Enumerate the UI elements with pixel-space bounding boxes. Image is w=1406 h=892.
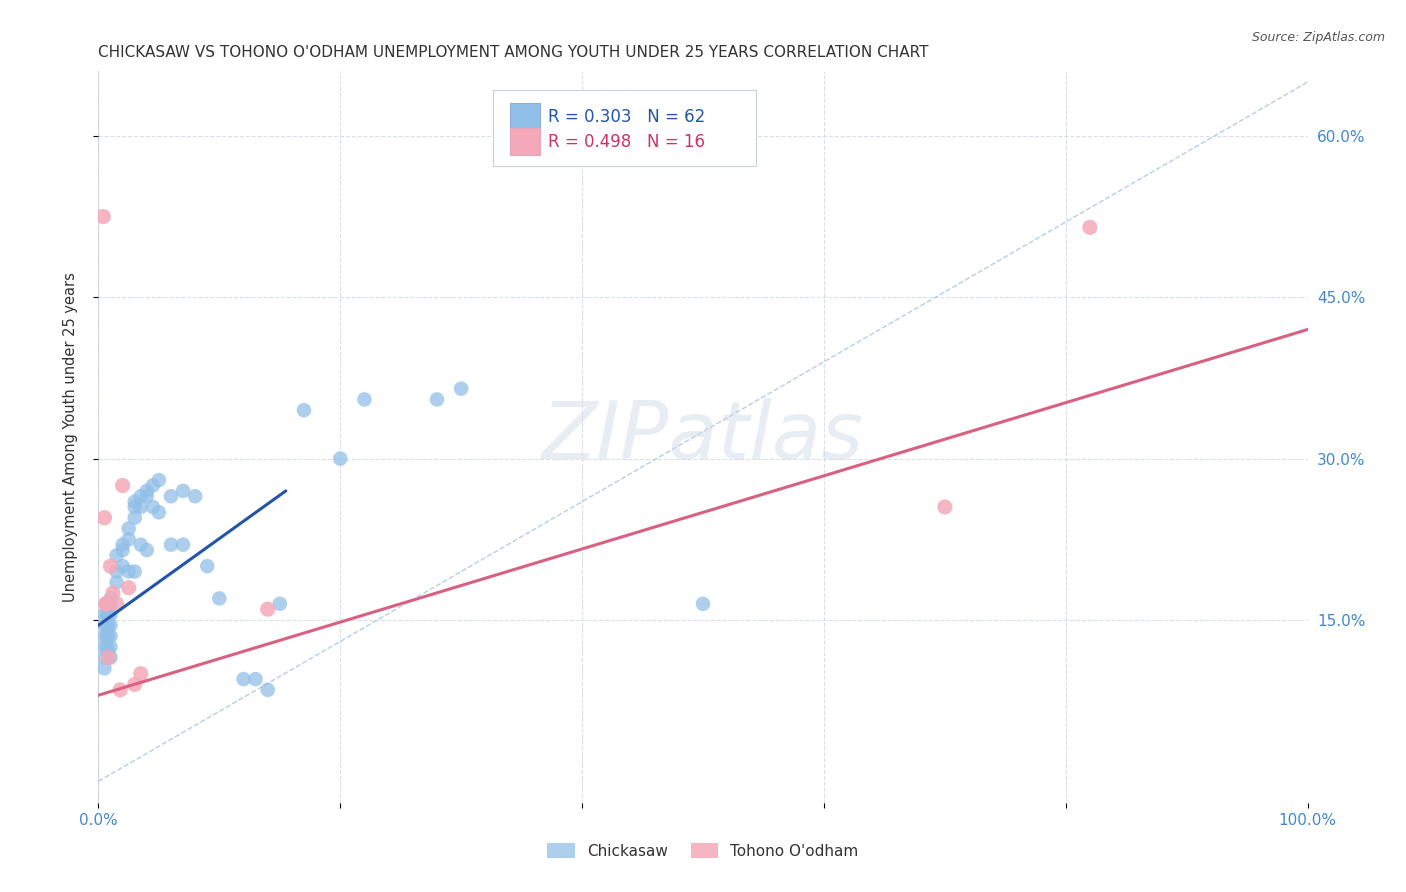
Point <box>93 629 115 643</box>
Legend: Chickasaw, Tohono O'odham: Chickasaw, Tohono O'odham <box>541 837 865 864</box>
Point <box>105 597 128 611</box>
Point <box>100 591 122 606</box>
Point <box>96 629 118 643</box>
Point <box>118 565 141 579</box>
Point <box>100 640 122 654</box>
Point <box>105 575 128 590</box>
Point <box>105 549 128 563</box>
Text: Source: ZipAtlas.com: Source: ZipAtlas.com <box>1251 31 1385 45</box>
Point <box>93 510 115 524</box>
Text: R = 0.498   N = 16: R = 0.498 N = 16 <box>548 133 706 151</box>
Point <box>97 607 120 622</box>
Point <box>124 500 146 514</box>
Point <box>692 597 714 611</box>
Point <box>97 650 120 665</box>
Point <box>118 533 141 547</box>
Point <box>118 581 141 595</box>
Point <box>269 597 291 611</box>
Point <box>111 478 134 492</box>
Point <box>100 618 122 632</box>
Point <box>232 672 254 686</box>
Text: R = 0.303   N = 62: R = 0.303 N = 62 <box>548 108 706 126</box>
Point <box>93 607 115 622</box>
Point <box>329 451 352 466</box>
Point <box>111 543 134 558</box>
Point <box>101 586 124 600</box>
Point <box>129 489 152 503</box>
Point <box>195 559 218 574</box>
Point <box>292 403 315 417</box>
Point <box>124 565 146 579</box>
Point <box>93 618 115 632</box>
Point <box>96 597 118 611</box>
Point <box>129 666 152 681</box>
Point <box>142 500 165 514</box>
Point <box>97 645 120 659</box>
Y-axis label: Unemployment Among Youth under 25 years: Unemployment Among Youth under 25 years <box>63 272 77 602</box>
Point <box>108 682 131 697</box>
Bar <box>509 128 540 155</box>
Point <box>172 538 194 552</box>
Point <box>96 618 118 632</box>
Point <box>97 602 120 616</box>
Point <box>100 629 122 643</box>
Point <box>100 650 122 665</box>
Point <box>184 489 207 503</box>
Point <box>111 538 134 552</box>
Point <box>124 677 146 691</box>
Point <box>96 640 118 654</box>
Point <box>129 538 152 552</box>
Point <box>135 543 157 558</box>
Point <box>245 672 267 686</box>
Point <box>172 483 194 498</box>
Point <box>96 607 118 622</box>
Point <box>100 607 122 622</box>
Point <box>97 618 120 632</box>
Point <box>426 392 449 407</box>
Point <box>93 640 115 654</box>
Point <box>124 510 146 524</box>
Point <box>256 602 278 616</box>
Point <box>142 478 165 492</box>
Point <box>93 661 115 675</box>
Point <box>256 682 278 697</box>
Point <box>100 559 122 574</box>
Point <box>208 591 231 606</box>
FancyBboxPatch shape <box>492 90 756 166</box>
Point <box>118 521 141 535</box>
Point <box>160 489 183 503</box>
Point <box>94 597 117 611</box>
Point <box>91 210 114 224</box>
Point <box>97 629 120 643</box>
Point <box>1078 220 1101 235</box>
Point <box>148 505 170 519</box>
Point <box>93 650 115 665</box>
Point <box>111 559 134 574</box>
Point <box>353 392 375 407</box>
Point <box>934 500 956 514</box>
Point <box>129 500 152 514</box>
Bar <box>509 103 540 130</box>
Text: CHICKASAW VS TOHONO O'ODHAM UNEMPLOYMENT AMONG YOUTH UNDER 25 YEARS CORRELATION : CHICKASAW VS TOHONO O'ODHAM UNEMPLOYMENT… <box>98 45 929 61</box>
Point <box>148 473 170 487</box>
Point <box>124 494 146 508</box>
Point <box>105 565 128 579</box>
Point <box>160 538 183 552</box>
Point <box>450 382 472 396</box>
Point <box>135 489 157 503</box>
Point <box>135 483 157 498</box>
Text: ZIPatlas: ZIPatlas <box>541 398 865 476</box>
Point <box>100 597 122 611</box>
